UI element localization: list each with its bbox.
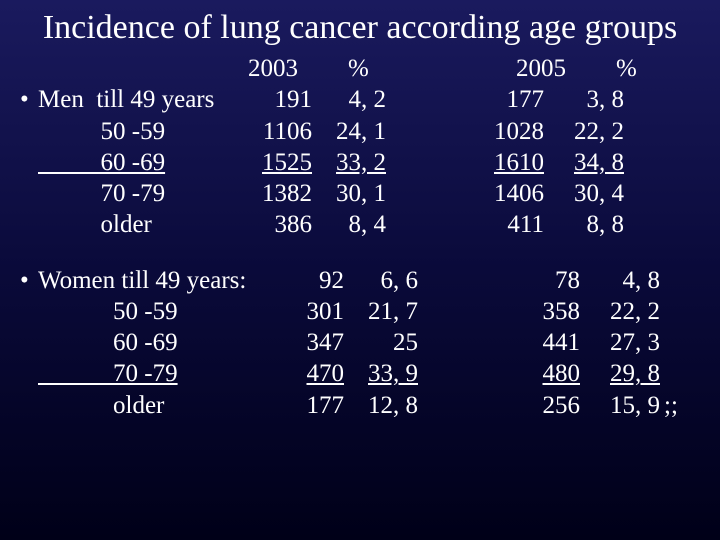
pct-2005: 15, 9	[580, 390, 660, 421]
men-row: 70 -79 1382 30, 1 1406 30, 4	[20, 178, 700, 209]
pct-2003: 33, 2	[312, 147, 392, 178]
count-2005: 1028	[462, 116, 544, 147]
col-2005-pct: %	[598, 53, 696, 84]
bullet-icon: •	[20, 84, 38, 115]
count-2005: 480	[504, 358, 580, 389]
women-row: 70 -79 470 33, 9 480 29, 8	[20, 358, 700, 389]
pct-2003: 4, 2	[312, 84, 392, 115]
women-row: older 177 12, 8 256 15, 9 ;;	[20, 390, 700, 421]
count-2005: 78	[504, 265, 580, 296]
header-row: 2003 % 2005 %	[20, 53, 700, 84]
col-2003: 2003	[230, 53, 330, 84]
count-2005: 177	[462, 84, 544, 115]
pct-2003: 6, 6	[344, 265, 424, 296]
age-label: 50 -59	[38, 296, 268, 327]
age-label: 70 -79	[38, 178, 230, 209]
count-2003: 386	[230, 209, 312, 240]
women-row: 50 -59 301 21, 7 358 22, 2	[20, 296, 700, 327]
slide-title: Incidence of lung cancer according age g…	[20, 8, 700, 47]
age-label: Men till 49 years	[38, 84, 230, 115]
content: 2003 % 2005 % • Men till 49 years 191 4,…	[20, 53, 700, 421]
slide: Incidence of lung cancer according age g…	[0, 0, 720, 540]
count-2005: 441	[504, 327, 580, 358]
pct-2005: 8, 8	[544, 209, 624, 240]
age-label: 50 -59	[38, 116, 230, 147]
pct-2003: 21, 7	[344, 296, 424, 327]
count-2005: 1406	[462, 178, 544, 209]
women-row: 60 -69 347 25 441 27, 3	[20, 327, 700, 358]
pct-2005: 34, 8	[544, 147, 624, 178]
count-2003: 1382	[230, 178, 312, 209]
age-label: older	[38, 209, 230, 240]
men-row: 60 -69 1525 33, 2 1610 34, 8	[20, 147, 700, 178]
count-2005: 1610	[462, 147, 544, 178]
count-2003: 470	[268, 358, 344, 389]
pct-2003: 12, 8	[344, 390, 424, 421]
count-2005: 358	[504, 296, 580, 327]
pct-2003: 8, 4	[312, 209, 392, 240]
section-gap	[20, 241, 700, 265]
pct-2005: 22, 2	[580, 296, 660, 327]
pct-2005: 27, 3	[580, 327, 660, 358]
age-label: 60 -69	[38, 327, 268, 358]
pct-2005: 22, 2	[544, 116, 624, 147]
count-2003: 191	[230, 84, 312, 115]
pct-2003: 30, 1	[312, 178, 392, 209]
age-label: 70 -79	[38, 358, 268, 389]
count-2003: 92	[268, 265, 344, 296]
bullet-icon: •	[20, 265, 38, 296]
col-2005: 2005	[498, 53, 598, 84]
count-2003: 347	[268, 327, 344, 358]
count-2003: 177	[268, 390, 344, 421]
women-row: • Women till 49 years: 92 6, 6 78 4, 8	[20, 265, 700, 296]
trailing-text: ;;	[660, 390, 678, 421]
pct-2005: 4, 8	[580, 265, 660, 296]
pct-2005: 3, 8	[544, 84, 624, 115]
count-2003: 1525	[230, 147, 312, 178]
age-label: 60 -69	[38, 147, 230, 178]
pct-2003: 33, 9	[344, 358, 424, 389]
col-2003-pct: %	[330, 53, 428, 84]
age-label: older	[38, 390, 268, 421]
count-2005: 256	[504, 390, 580, 421]
count-2005: 411	[462, 209, 544, 240]
men-row: • Men till 49 years 191 4, 2 177 3, 8	[20, 84, 700, 115]
pct-2005: 30, 4	[544, 178, 624, 209]
count-2003: 301	[268, 296, 344, 327]
men-row: older 386 8, 4 411 8, 8	[20, 209, 700, 240]
age-label: Women till 49 years:	[38, 265, 268, 296]
count-2003: 1106	[230, 116, 312, 147]
pct-2005: 29, 8	[580, 358, 660, 389]
men-row: 50 -59 1106 24, 1 1028 22, 2	[20, 116, 700, 147]
pct-2003: 24, 1	[312, 116, 392, 147]
pct-2003: 25	[344, 327, 424, 358]
